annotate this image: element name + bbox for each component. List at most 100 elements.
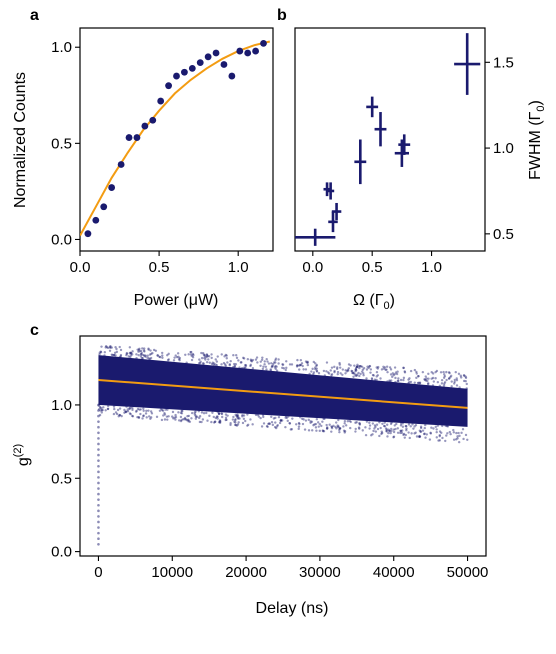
g2-point	[395, 422, 398, 426]
data-point	[84, 230, 92, 238]
g2-point	[336, 372, 339, 376]
g2-point	[259, 364, 262, 367]
g2-point	[347, 369, 350, 372]
g2-point	[148, 353, 152, 356]
g2-point	[458, 434, 461, 438]
panel-c-xtick-label: 40000	[373, 564, 415, 581]
g2-point	[365, 420, 369, 423]
g2-dip-point	[97, 420, 100, 423]
g2-point	[141, 357, 144, 360]
g2-point	[151, 351, 154, 355]
g2-point	[131, 406, 134, 410]
g2-point	[435, 369, 439, 373]
g2-point	[286, 419, 289, 423]
g2-point	[339, 427, 342, 430]
g2-point	[336, 370, 340, 374]
panel-b: b 0.0 0.5 1.0 0.5 1.0 1.5 Ω (Γ0) FWHM (Γ0)	[277, 7, 547, 312]
g2-point	[407, 381, 411, 384]
g2-point	[372, 374, 375, 377]
g2-point	[456, 435, 459, 438]
g2-point	[104, 346, 107, 349]
g2-point	[369, 368, 373, 371]
g2-point	[322, 429, 326, 433]
g2-point	[383, 366, 387, 369]
g2-point	[144, 355, 147, 358]
g2-point	[129, 351, 133, 355]
g2-point	[196, 415, 199, 419]
g2-point	[399, 431, 402, 435]
g2-point	[259, 416, 262, 420]
g2-point	[143, 354, 146, 357]
g2-point	[397, 379, 400, 383]
g2-point	[349, 426, 352, 430]
g2-point	[118, 413, 122, 417]
g2-point	[281, 363, 285, 366]
g2-point	[206, 355, 209, 358]
g2-point	[353, 364, 356, 367]
data-point	[100, 203, 108, 211]
g2-point	[197, 410, 201, 413]
g2-point	[277, 358, 280, 361]
g2-point	[385, 428, 389, 431]
g2-point	[142, 409, 145, 412]
g2-point	[419, 426, 423, 430]
g2-point	[174, 415, 178, 419]
g2-point	[442, 376, 446, 379]
g2-point	[394, 371, 398, 374]
g2-point	[178, 359, 181, 362]
panel-b-frame	[294, 27, 486, 252]
g2-point	[231, 365, 235, 369]
g2-point	[180, 412, 184, 415]
g2-point	[160, 408, 164, 412]
g2-point	[145, 409, 148, 413]
g2-point	[382, 424, 386, 428]
g2-point	[103, 351, 107, 354]
g2-point	[387, 431, 390, 435]
g2-point	[160, 418, 164, 422]
g2-point	[369, 434, 373, 437]
g2-point	[312, 424, 315, 427]
g2-point	[389, 373, 393, 376]
g2-point	[279, 419, 283, 423]
g2-point	[144, 412, 148, 415]
g2-point	[183, 416, 187, 420]
g2-point	[392, 428, 395, 431]
g2-point	[325, 423, 328, 427]
g2-point	[434, 370, 437, 374]
g2-point	[189, 353, 193, 356]
g2-point	[228, 363, 231, 367]
g2-point	[447, 371, 451, 374]
g2-point	[356, 373, 359, 376]
g2-point	[104, 345, 108, 348]
g2-point	[125, 353, 128, 357]
error-bar-point	[354, 139, 367, 185]
g2-point	[341, 368, 345, 371]
g2-point	[323, 374, 327, 377]
g2-point	[123, 408, 126, 412]
panel-b-xtick-label: 1.0	[421, 259, 442, 276]
g2-point	[263, 363, 266, 366]
g2-point	[150, 352, 153, 356]
g2-point	[305, 361, 309, 364]
g2-point	[302, 418, 305, 421]
panel-a-ytick-label: 0.0	[51, 231, 72, 248]
panel-c: c 0 10000 20000 30000 40000 50000 0.0 0.5 1.0 De…	[12, 322, 488, 617]
g2-point	[229, 422, 232, 425]
g2-point	[455, 377, 458, 380]
g2-point	[374, 425, 377, 429]
g2-point	[436, 424, 440, 427]
g2-point	[142, 347, 146, 350]
g2-point	[314, 366, 317, 369]
g2-point	[261, 356, 264, 359]
g2-point	[244, 419, 247, 423]
g2-point	[128, 352, 131, 355]
g2-point	[403, 370, 406, 373]
g2-point	[110, 353, 114, 356]
g2-point	[330, 425, 334, 429]
g2-point	[265, 357, 268, 361]
g2-point	[126, 410, 130, 413]
g2-point	[287, 415, 290, 418]
g2-point	[364, 426, 367, 429]
g2-point	[147, 415, 151, 418]
g2-point	[385, 368, 388, 371]
